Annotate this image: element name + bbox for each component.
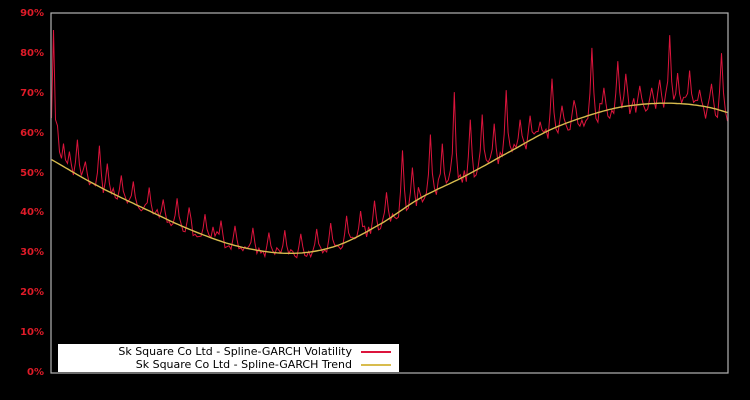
volatility-line bbox=[51, 29, 728, 259]
y-tick-label: 30% bbox=[20, 247, 44, 259]
legend-label-volatility: Sk Square Co Ltd - Spline-GARCH Volatili… bbox=[118, 344, 352, 358]
legend: Sk Square Co Ltd - Spline-GARCH Volatili… bbox=[58, 344, 399, 372]
y-tick-label: 90% bbox=[20, 8, 44, 19]
y-tick-label: 20% bbox=[20, 287, 44, 299]
y-tick-label: 60% bbox=[20, 127, 44, 139]
trend-line bbox=[51, 102, 728, 254]
y-tick-label: 70% bbox=[20, 87, 44, 99]
y-tick-label: 10% bbox=[20, 327, 44, 339]
y-tick-label: 40% bbox=[20, 207, 44, 219]
legend-item-volatility: Sk Square Co Ltd - Spline-GARCH Volatili… bbox=[62, 344, 391, 358]
y-tick-label: 50% bbox=[20, 167, 44, 179]
volatility-line-sample-icon bbox=[361, 350, 391, 353]
series-lines bbox=[51, 29, 728, 259]
y-tick-label: 80% bbox=[20, 47, 44, 59]
y-tick-label: 0% bbox=[27, 367, 44, 378]
legend-label-trend: Sk Square Co Ltd - Spline-GARCH Trend bbox=[135, 357, 352, 371]
plot-frame bbox=[50, 12, 729, 374]
legend-item-trend: Sk Square Co Ltd - Spline-GARCH Trend bbox=[62, 357, 391, 371]
trend-line-sample-icon bbox=[361, 363, 391, 366]
